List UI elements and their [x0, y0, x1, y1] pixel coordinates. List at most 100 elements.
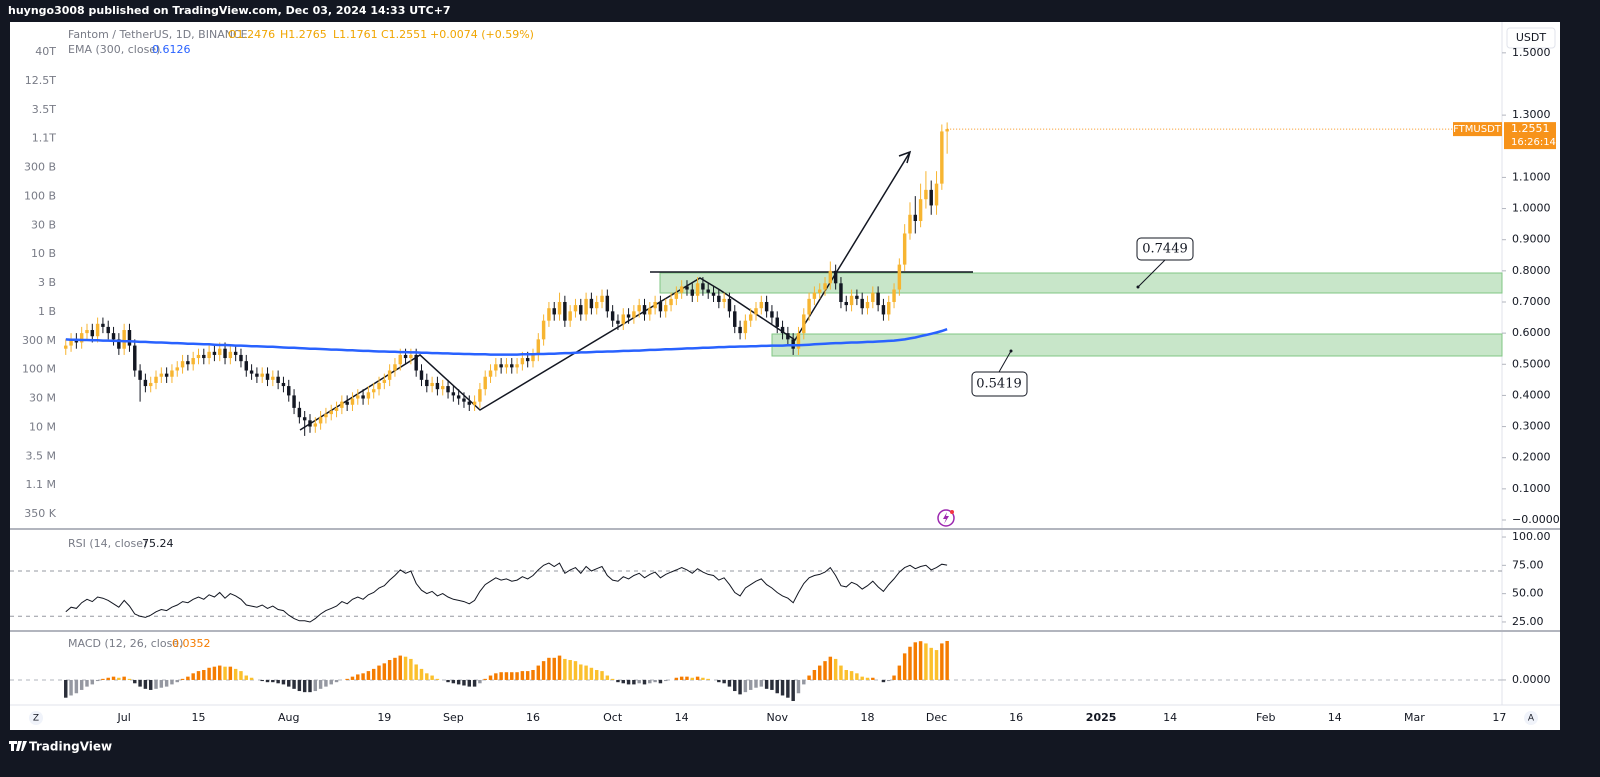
candle-body — [738, 326, 742, 334]
event-icon-bolt — [943, 512, 949, 524]
candle-body — [472, 401, 477, 405]
y-tick-label: 0.1000 — [1512, 482, 1551, 495]
candle-body — [79, 333, 84, 343]
candle-body — [531, 354, 535, 362]
anchor — [1009, 349, 1013, 353]
histogram-bar — [897, 665, 902, 680]
histogram-bar — [775, 679, 779, 694]
currency[interactable]: USDT — [1516, 31, 1547, 44]
histogram-bar — [260, 679, 264, 682]
candle-body — [350, 398, 355, 405]
histogram-bar — [685, 676, 689, 680]
candle-body — [281, 382, 286, 387]
candle-body — [361, 395, 365, 399]
histogram-bar — [717, 679, 721, 683]
histogram-bar — [610, 678, 615, 680]
histogram-bar — [228, 666, 233, 680]
publisher: huyngo3008 published on TradingView.com,… — [8, 4, 451, 17]
histogram-bar — [594, 669, 599, 680]
histogram-bar — [233, 668, 238, 680]
left-axis-label: 350 K — [24, 507, 56, 520]
histogram-bar — [175, 679, 179, 683]
zoom-button[interactable] — [29, 711, 43, 725]
candle-body — [940, 131, 944, 184]
candle-body — [695, 283, 700, 296]
candle-body — [456, 395, 461, 399]
y-tick-label: 0.6000 — [1512, 326, 1551, 339]
candle-body — [934, 183, 939, 206]
candle-body — [594, 301, 599, 309]
histogram-bar — [281, 679, 286, 685]
drawings: 0.7449 0.5419 — [299, 150, 1503, 431]
candle-body — [918, 199, 923, 222]
candle-body — [876, 292, 880, 306]
candle-body — [536, 339, 541, 355]
histogram-bar — [929, 647, 933, 680]
rsi-value: 75.24 — [142, 537, 174, 550]
left-axis-label: 100 B — [24, 189, 56, 202]
histogram-bar — [924, 643, 928, 680]
candle-body — [196, 354, 201, 359]
histogram-bar — [398, 655, 402, 680]
histogram-bar — [467, 679, 472, 687]
candle-body — [462, 398, 466, 402]
histogram-bar — [695, 676, 700, 680]
histogram-bar — [302, 679, 307, 693]
candle-body — [223, 348, 227, 359]
histogram-bar — [828, 656, 833, 680]
histogram-bar — [844, 669, 848, 680]
candle-body — [255, 373, 259, 377]
y-tick-label: 1.3000 — [1512, 108, 1551, 121]
candle-body — [541, 320, 546, 340]
histogram-bar — [366, 671, 371, 680]
candle-body — [318, 417, 323, 424]
histogram-bar — [918, 641, 923, 680]
zone — [771, 333, 1503, 357]
candle-body — [839, 283, 843, 302]
x-tick-label: Sep — [443, 711, 464, 724]
symbol-tag — [1453, 122, 1502, 137]
connector — [1137, 259, 1166, 288]
histogram-bar — [106, 677, 110, 680]
candle-body — [494, 364, 498, 371]
candle-body — [929, 189, 933, 206]
candle-body — [844, 301, 848, 306]
currency-button[interactable] — [1506, 27, 1556, 49]
histogram-bar — [478, 679, 482, 684]
y-tick-label: 25.00 — [1512, 615, 1544, 628]
histogram-bar — [552, 657, 556, 680]
candle-body — [754, 308, 758, 315]
candle-body — [170, 370, 174, 377]
histogram-bar — [154, 679, 158, 689]
left-axis-label: 30 M — [29, 392, 56, 405]
histogram-bar — [902, 653, 907, 680]
histogram-bar — [653, 679, 657, 683]
candle-body — [414, 354, 418, 371]
candle-body — [515, 364, 519, 368]
histogram-bar — [494, 673, 498, 680]
y-tick-label: 1.1000 — [1512, 170, 1551, 183]
ohlc-label: L1.1761 — [333, 28, 378, 41]
histogram-bar — [387, 660, 392, 680]
candle-body — [722, 298, 726, 302]
auto-button[interactable] — [1524, 711, 1538, 725]
left-axis-label: 3.5 M — [26, 449, 56, 462]
histogram-bar — [515, 672, 519, 680]
y-tick-label: 1.5000 — [1512, 46, 1551, 59]
candle-body — [669, 298, 673, 306]
histogram-bar — [865, 677, 870, 680]
histogram-bar — [817, 665, 822, 680]
candle-body — [143, 379, 148, 387]
y-tick-label: 75.00 — [1512, 558, 1544, 571]
candle-body — [302, 417, 307, 421]
candle-body — [924, 189, 928, 200]
candle-body — [271, 376, 275, 380]
histogram-bar — [833, 658, 838, 680]
candle-body — [573, 305, 578, 312]
histogram-bar — [462, 679, 466, 686]
left-axis-label: 3 B — [38, 276, 56, 289]
candle-body — [218, 348, 222, 355]
candle-body — [483, 376, 487, 390]
histogram-bar — [451, 679, 456, 684]
left-axis-label: 3.5T — [32, 103, 56, 116]
